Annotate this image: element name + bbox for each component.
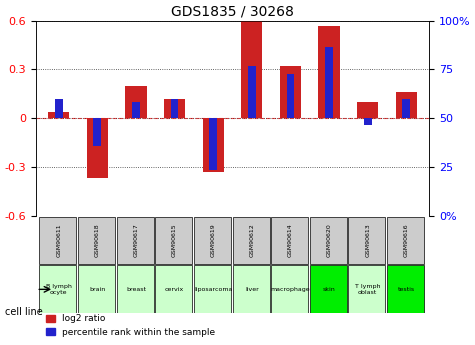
Bar (171, 99, 179, 118)
FancyBboxPatch shape (271, 265, 308, 313)
Bar (132, 102, 140, 118)
Text: GSM90614: GSM90614 (288, 223, 293, 257)
Bar (325, 47, 333, 118)
FancyBboxPatch shape (348, 265, 385, 313)
FancyBboxPatch shape (78, 265, 115, 313)
Text: brain: brain (89, 287, 105, 292)
Bar (125, 86, 147, 118)
Text: cervix: cervix (165, 287, 184, 292)
Legend: log2 ratio, percentile rank within the sample: log2 ratio, percentile rank within the s… (43, 311, 219, 341)
Bar (164, 99, 185, 118)
Title: GDS1835 / 30268: GDS1835 / 30268 (171, 4, 294, 18)
Text: GSM90619: GSM90619 (211, 223, 216, 257)
FancyBboxPatch shape (155, 265, 192, 313)
FancyBboxPatch shape (232, 265, 270, 313)
FancyBboxPatch shape (155, 217, 192, 264)
Text: breast: breast (126, 287, 146, 292)
Bar (280, 66, 301, 118)
Bar (402, 99, 410, 118)
FancyBboxPatch shape (232, 217, 270, 264)
FancyBboxPatch shape (387, 217, 424, 264)
Text: testis: testis (398, 287, 415, 292)
FancyBboxPatch shape (194, 217, 231, 264)
FancyBboxPatch shape (310, 265, 347, 313)
Bar (241, 21, 262, 118)
FancyBboxPatch shape (271, 217, 308, 264)
Text: GSM90611: GSM90611 (56, 223, 61, 257)
FancyBboxPatch shape (117, 265, 154, 313)
Bar (286, 75, 294, 118)
FancyBboxPatch shape (39, 217, 76, 264)
Bar (55, 99, 63, 118)
Text: GSM90612: GSM90612 (249, 223, 254, 257)
Text: GSM90613: GSM90613 (365, 223, 370, 257)
Text: GSM90616: GSM90616 (404, 223, 409, 257)
Bar (202, 118, 224, 172)
FancyBboxPatch shape (348, 217, 385, 264)
Text: GSM90620: GSM90620 (326, 223, 332, 257)
Text: GSM90617: GSM90617 (133, 223, 138, 257)
FancyBboxPatch shape (194, 265, 231, 313)
Bar (209, 118, 217, 170)
Text: liver: liver (245, 287, 259, 292)
Text: GSM90615: GSM90615 (172, 223, 177, 257)
Text: GSM90618: GSM90618 (95, 223, 100, 257)
FancyBboxPatch shape (387, 265, 424, 313)
FancyBboxPatch shape (310, 217, 347, 264)
FancyBboxPatch shape (117, 217, 154, 264)
Bar (318, 26, 340, 118)
Text: skin: skin (323, 287, 335, 292)
Text: liposarcoma: liposarcoma (194, 287, 232, 292)
FancyBboxPatch shape (78, 217, 115, 264)
Text: cell line: cell line (5, 307, 42, 317)
Text: T lymph
oblast: T lymph oblast (355, 284, 380, 295)
Bar (396, 92, 417, 118)
FancyBboxPatch shape (39, 265, 76, 313)
Bar (364, 118, 371, 125)
Bar (248, 66, 256, 118)
Bar (48, 112, 69, 118)
Text: macrophage: macrophage (271, 287, 310, 292)
Bar (357, 102, 378, 118)
Bar (87, 118, 108, 178)
Bar (94, 118, 101, 146)
Text: B lymph
ocyte: B lymph ocyte (46, 284, 72, 295)
